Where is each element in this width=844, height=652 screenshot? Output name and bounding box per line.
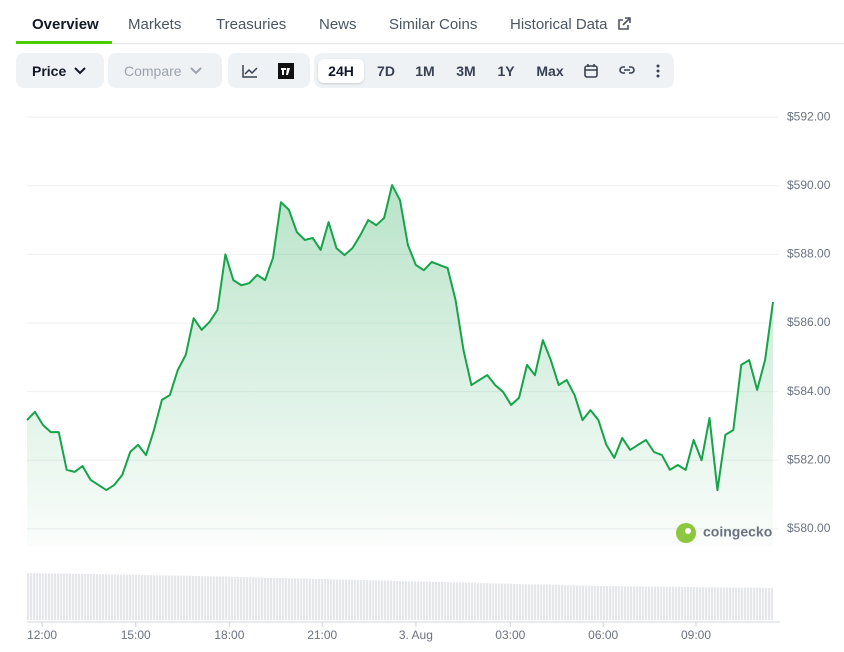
tab-bar: Overview Markets Treasuries News Similar… (16, 0, 844, 44)
tab[interactable]: Markets (128, 16, 182, 33)
x-tick-label: 21:00 (307, 628, 337, 642)
label: Price (32, 62, 67, 79)
range-button[interactable]: 7D (377, 63, 395, 79)
range-group (314, 53, 674, 88)
active-underline (16, 41, 112, 44)
x-tick-label: 12:00 (27, 628, 57, 642)
x-tick-label: 03:00 (495, 628, 525, 642)
tab[interactable]: Treasuries (216, 16, 287, 33)
chevron (189, 66, 202, 74)
range-button[interactable]: 24H (318, 59, 364, 83)
logo-text: coingecko (703, 524, 772, 540)
external-icon (618, 17, 631, 30)
calendar-icon[interactable] (584, 63, 598, 78)
tv-icon[interactable] (278, 62, 294, 79)
tab[interactable]: News (319, 16, 357, 33)
x-tick-label: 3. Aug (399, 628, 433, 642)
volume-bars (27, 573, 773, 620)
y-tick-label: $592.00 (787, 109, 831, 123)
range-button[interactable]: 1M (415, 63, 435, 79)
y-tick-label: $582.00 (787, 452, 831, 466)
x-tick-label: 06:00 (588, 628, 618, 642)
more-icon[interactable] (655, 63, 661, 79)
range-button[interactable]: Max (536, 63, 564, 79)
label: Compare (124, 62, 182, 79)
tab[interactable]: Similar Coins (389, 16, 478, 33)
y-tick-label: $588.00 (787, 247, 831, 261)
tab[interactable]: Overview (32, 16, 99, 33)
price-dropdown[interactable]: Price (16, 53, 104, 88)
link-icon[interactable] (618, 63, 636, 77)
chevron (74, 66, 86, 74)
x-tick-label: 09:00 (681, 628, 711, 642)
range-button[interactable]: 1Y (497, 63, 515, 79)
logo-icon (676, 523, 696, 543)
y-tick-label: $590.00 (787, 178, 831, 192)
x-tick-label: 18:00 (214, 628, 244, 642)
y-tick-label: $586.00 (787, 315, 831, 329)
logo-eye (685, 528, 691, 534)
y-tick-label: $584.00 (787, 384, 831, 398)
chart-type-group (228, 53, 310, 88)
tab[interactable]: Historical Data (510, 16, 608, 33)
line-icon[interactable] (242, 64, 258, 78)
range-button[interactable]: 3M (456, 63, 476, 79)
area (27, 185, 773, 547)
price-line (26, 184, 774, 492)
x-tick-label: 15:00 (121, 628, 151, 642)
compare-dropdown[interactable]: Compare (108, 53, 222, 88)
y-tick-label: $580.00 (787, 521, 831, 535)
